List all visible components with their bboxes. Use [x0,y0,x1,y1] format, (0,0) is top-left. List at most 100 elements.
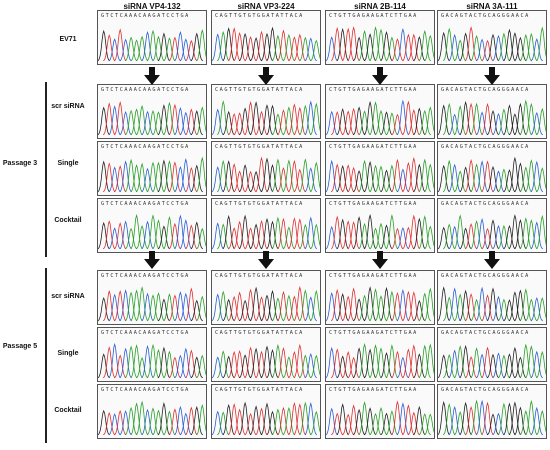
trace-peak [535,26,546,62]
trace-plot [438,343,546,379]
trace-peak [326,225,338,250]
chromatogram-panel: CAGTTGTGTGGATATTACA [211,384,321,439]
trace-peak [380,224,393,250]
trace-peak [391,113,404,136]
trace-peak [358,342,371,379]
trace-peak [363,33,377,62]
trace-peak [260,294,274,322]
base-sequence: GACAGTACTGCAGGGAACA [441,273,530,279]
chromatogram-panel: CAGTTGTGTGGATATTACA [211,141,321,196]
trace-peak [459,289,472,322]
trace-peak [497,168,511,193]
trace-peak [374,347,388,379]
trace-peak [341,164,355,193]
trace-peak [475,218,489,250]
chromatogram-panel: CAGTTGTGTGGATATTACA [211,327,321,382]
trace-peak [438,104,451,136]
trace-plot [438,286,546,322]
trace-peak [124,227,138,250]
trace-peak [102,220,116,250]
trace-peak [391,38,404,62]
base-sequence: GTCTCAAACAAGATCCTGA [101,144,190,150]
trace-peak [119,110,132,136]
chromatogram-panel: GTCTCAAACAAGATCCTGA [97,10,207,65]
trace-peak [216,100,230,136]
trace-peak [98,106,111,136]
chromatogram-panel: GTCTCAAACAAGATCCTGA [97,198,207,253]
trace-peak [135,400,149,436]
trace-peak [326,36,338,62]
trace-peak [238,32,252,62]
trace-peak [514,36,527,62]
trace-peak [352,408,366,436]
trace-peak [396,27,410,62]
trace-peak [271,343,285,379]
trace-peak [385,290,399,322]
trace-peak [310,39,320,62]
trace-peak [374,222,388,250]
trace-peak [423,163,434,193]
trace-peak [157,32,171,62]
trace-peak [124,36,138,62]
trace-peak [113,165,127,193]
trace-peak [304,100,318,136]
trace-peak [299,104,312,136]
trace-peak [536,297,546,322]
trace-plot [212,285,320,322]
chromatogram-panel: CAGTTGTGTGGATATTACA [211,270,321,325]
trace-peak [391,158,404,193]
trace-peak [141,344,154,379]
trace-plot [98,100,206,136]
trace-plot [98,28,206,62]
trace-peak [277,347,290,379]
trace-peak [464,293,478,322]
trace-peak [536,107,546,136]
trace-peak [168,36,182,62]
down-arrow-icon [484,251,500,269]
trace-peak [146,29,160,62]
trace-peak [470,102,483,136]
trace-peak [244,100,257,136]
trace-peak [255,110,268,136]
trace-peak [222,110,235,136]
trace-peak [288,217,301,250]
trace-plot [438,156,546,193]
trace-peak [260,157,274,193]
base-sequence: GACAGTACTGCAGGGAACA [441,87,530,93]
trace-peak [277,290,290,322]
trace-plot [212,156,320,193]
trace-peak [530,350,544,379]
trace-peak [519,33,533,62]
trace-peak [108,342,121,379]
trace-peak [418,29,432,62]
base-sequence: GACAGTACTGCAGGGAACA [441,201,530,207]
trace-plot [326,342,434,379]
trace-peak [141,292,154,322]
trace-peak [380,169,393,193]
trace-peak [249,36,263,62]
trace-peak [179,347,193,379]
trace-peak [385,164,399,193]
trace-peak [212,33,225,62]
trace-peak [358,110,371,136]
trace-peak [508,346,522,379]
trace-peak [497,108,511,136]
trace-peak [326,110,338,136]
trace-plot [98,213,206,250]
trace-peak [396,402,410,436]
trace-peak [407,214,421,250]
trace-plot [326,26,434,62]
trace-peak [525,159,538,193]
base-sequence: GTCTCAAACAAGATCCTGA [101,330,190,336]
trace-peak [503,28,516,62]
trace-peak [358,222,371,250]
base-sequence: GACAGTACTGCAGGGAACA [441,144,530,150]
trace-peak [391,292,404,322]
trace-peak [255,156,268,193]
trace-peak [212,293,225,322]
trace-plot [438,99,546,136]
trace-peak [130,164,143,193]
trace-peak [266,289,279,322]
trace-peak [102,102,116,136]
trace-peak [168,294,182,322]
